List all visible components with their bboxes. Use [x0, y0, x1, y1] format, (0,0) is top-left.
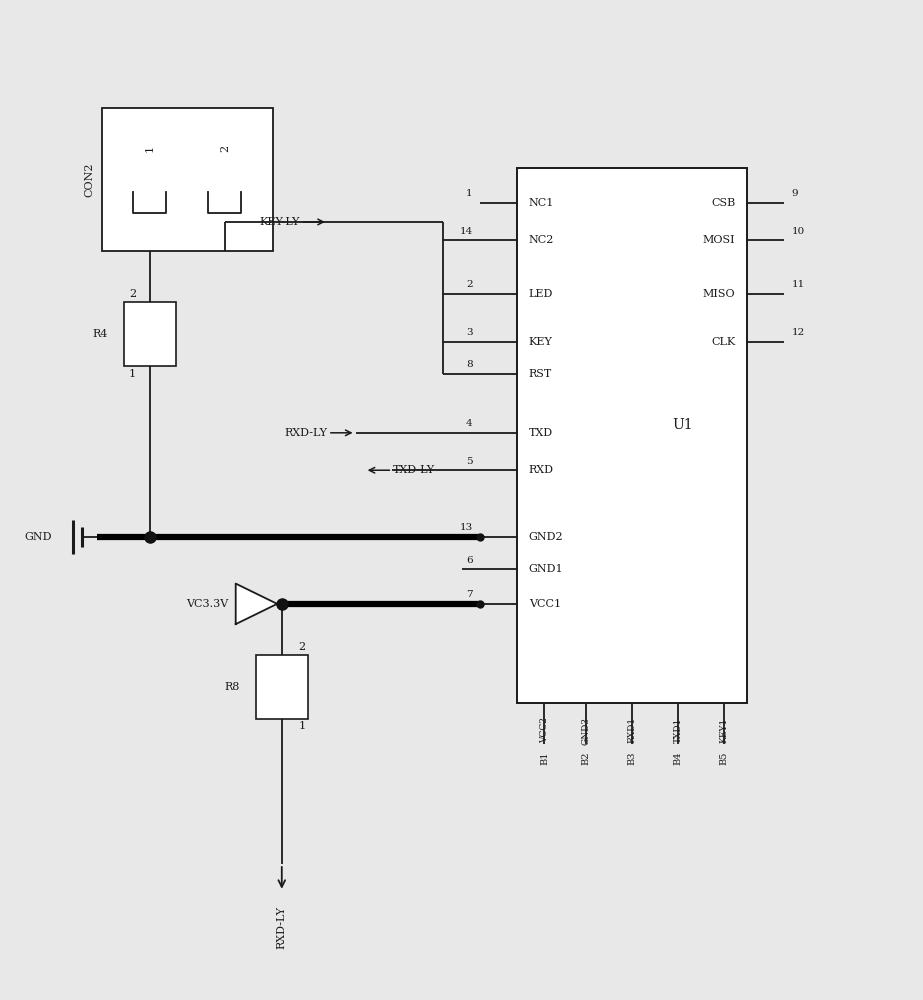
Polygon shape — [235, 584, 277, 624]
Text: B5: B5 — [720, 752, 728, 765]
Text: B2: B2 — [581, 752, 591, 765]
Text: TXD1: TXD1 — [674, 717, 683, 743]
Text: 6: 6 — [466, 556, 473, 565]
Text: 14: 14 — [460, 227, 473, 236]
Text: NC2: NC2 — [529, 235, 554, 245]
Text: 1: 1 — [145, 145, 155, 152]
Text: 8: 8 — [466, 360, 473, 369]
Text: GND: GND — [24, 532, 52, 542]
Text: 12: 12 — [791, 328, 805, 337]
Text: U1: U1 — [672, 418, 693, 432]
Text: GND2: GND2 — [529, 532, 563, 542]
Text: 1: 1 — [129, 369, 136, 379]
Text: 7: 7 — [466, 590, 473, 599]
Text: RXD-LY: RXD-LY — [285, 428, 328, 438]
Text: 4: 4 — [466, 419, 473, 428]
Text: R8: R8 — [224, 682, 239, 692]
Text: 11: 11 — [791, 280, 805, 289]
Text: TXD: TXD — [529, 428, 553, 438]
Text: MISO: MISO — [702, 289, 736, 299]
Text: CON2: CON2 — [85, 162, 95, 197]
Text: TXD-LY: TXD-LY — [392, 465, 435, 475]
Text: 13: 13 — [460, 523, 473, 532]
Text: RXD1: RXD1 — [628, 717, 637, 743]
Text: B3: B3 — [628, 752, 637, 765]
Text: 5: 5 — [466, 457, 473, 466]
Text: 2: 2 — [298, 642, 306, 652]
Text: KEY1: KEY1 — [720, 717, 728, 743]
Text: 10: 10 — [791, 227, 805, 236]
Text: VCC1: VCC1 — [529, 599, 561, 609]
Text: NC1: NC1 — [529, 198, 554, 208]
Text: GND1: GND1 — [529, 564, 563, 574]
Bar — [124, 302, 175, 366]
Text: 9: 9 — [791, 189, 798, 198]
Text: B1: B1 — [540, 752, 549, 765]
Text: RST: RST — [529, 369, 552, 379]
Text: 2: 2 — [466, 280, 473, 289]
Text: 1: 1 — [466, 189, 473, 198]
Text: GND3: GND3 — [581, 717, 591, 745]
Text: VC3.3V: VC3.3V — [186, 599, 228, 609]
Text: MOSI: MOSI — [702, 235, 736, 245]
Text: R4: R4 — [92, 329, 107, 339]
Text: CLK: CLK — [711, 337, 736, 347]
Text: B4: B4 — [674, 752, 683, 765]
Bar — [256, 655, 307, 719]
Text: 1: 1 — [298, 721, 306, 731]
Bar — [102, 108, 272, 251]
Text: KEY-LY: KEY-LY — [260, 217, 300, 227]
Text: 3: 3 — [466, 328, 473, 337]
Text: 2: 2 — [220, 145, 230, 152]
Text: VCC2: VCC2 — [540, 717, 549, 743]
Text: RXD: RXD — [529, 465, 554, 475]
Text: KEY: KEY — [529, 337, 553, 347]
Text: CSB: CSB — [711, 198, 736, 208]
Bar — [517, 168, 748, 703]
Text: 2: 2 — [129, 289, 136, 299]
Text: RXD-LY: RXD-LY — [277, 906, 287, 949]
Text: LED: LED — [529, 289, 553, 299]
